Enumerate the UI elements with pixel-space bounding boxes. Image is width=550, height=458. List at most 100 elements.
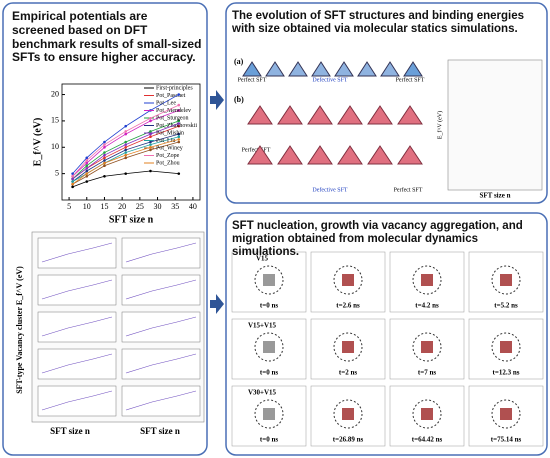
- point: [103, 164, 106, 168]
- legend-label: Pot_Mishin: [156, 130, 184, 136]
- subchart: [121, 311, 201, 343]
- legend-label: Pot_Zope: [156, 153, 180, 159]
- sft-icon: [380, 61, 400, 77]
- point: [177, 124, 181, 128]
- point: [124, 172, 127, 175]
- y-label: SFT-type Vacancy cluster E_f^V (eV): [15, 266, 24, 394]
- subchart-line: [41, 390, 113, 411]
- row-label: V15+V15: [248, 322, 277, 330]
- point: [177, 103, 181, 107]
- point: [177, 122, 181, 125]
- zoom-circle: [254, 332, 284, 362]
- x-tick-label: 40: [189, 202, 197, 211]
- legend-label: Pot_Liu: [156, 138, 175, 144]
- series-line: [72, 120, 179, 180]
- row-label: V15: [256, 255, 269, 263]
- sft-icon: [311, 61, 331, 77]
- point: [149, 169, 152, 173]
- x-tick-label: 5: [67, 202, 71, 211]
- panel-title: The evolution of SFT structures and bind…: [232, 10, 524, 36]
- sft-icon: [265, 61, 285, 77]
- y-tick-label: 10: [51, 142, 59, 151]
- point: [177, 119, 181, 123]
- point: [124, 145, 127, 149]
- time-label: t=12.3 ns: [493, 369, 520, 377]
- subchart: [37, 385, 117, 417]
- point: [177, 109, 181, 112]
- point: [124, 153, 127, 157]
- subchart: [121, 274, 201, 306]
- point: [103, 145, 106, 149]
- legend-label: Pot_Pascuet: [156, 93, 186, 99]
- x-tick-label: 15: [100, 202, 108, 211]
- series-line: [72, 94, 179, 174]
- legend-label: Pot_Sturgeon: [156, 115, 189, 121]
- point: [71, 174, 74, 178]
- cluster: [500, 341, 512, 353]
- point: [103, 159, 106, 162]
- x-label: SFT size n: [50, 426, 90, 436]
- point: [177, 140, 181, 144]
- cluster: [342, 274, 354, 286]
- subchart-line: [125, 390, 197, 411]
- sft-icon: [307, 145, 333, 165]
- label: Perfect SFT: [238, 76, 267, 83]
- sft-icon: [357, 61, 377, 77]
- cluster: [421, 274, 433, 286]
- subchart: [37, 237, 117, 269]
- point: [149, 116, 152, 120]
- series-line: [72, 141, 179, 185]
- panel-title: SFT nucleation, growth via vacancy aggre…: [232, 220, 523, 259]
- time-label: t=4.2 ns: [415, 302, 439, 310]
- time-label: t=5.2 ns: [494, 302, 518, 310]
- panel-left: [2, 2, 208, 456]
- sft-icon: [403, 61, 423, 77]
- time-label: t=2.6 ns: [336, 302, 360, 310]
- zoom-circle: [491, 332, 521, 362]
- cluster: [421, 408, 433, 420]
- point: [85, 172, 89, 175]
- time-label: t=0 ns: [260, 369, 278, 377]
- point: [149, 143, 152, 146]
- y-tick-label: 20: [51, 89, 59, 98]
- time-label: t=75.14 ns: [491, 436, 522, 444]
- subchart-line: [41, 242, 113, 263]
- sft-icon: [397, 105, 423, 125]
- point: [124, 156, 127, 160]
- subchart: [37, 348, 117, 380]
- legend-label: Pot_Zhakhovskii: [156, 123, 197, 129]
- label: Perfect SFT: [396, 76, 425, 83]
- subchart: [121, 237, 201, 269]
- zoom-circle: [491, 265, 521, 295]
- subchart-line: [41, 316, 113, 337]
- subchart-line: [125, 279, 197, 300]
- sft-icon: [247, 105, 273, 125]
- legend-label: First-principles: [156, 85, 193, 91]
- point: [103, 156, 106, 160]
- time-label: t=2 ns: [339, 369, 357, 377]
- zoom-circle: [333, 332, 363, 362]
- sft-icon: [242, 61, 262, 77]
- time-label: t=64.42 ns: [412, 436, 443, 444]
- point: [149, 119, 152, 123]
- x-tick-label: 35: [171, 202, 179, 211]
- point: [124, 143, 127, 146]
- label: Perfect SFT: [242, 146, 271, 153]
- point: [103, 140, 106, 144]
- time-label: t=7 ns: [418, 369, 436, 377]
- point: [85, 161, 89, 165]
- cluster: [500, 408, 512, 420]
- x-tick-label: 25: [136, 202, 144, 211]
- point: [177, 135, 181, 139]
- subchart: [121, 348, 201, 380]
- part-label: (b): [234, 95, 244, 104]
- part-label: (a): [234, 57, 244, 66]
- subchart: [37, 311, 117, 343]
- cluster: [342, 341, 354, 353]
- sft-icon: [247, 145, 273, 165]
- point: [85, 174, 89, 178]
- point: [124, 132, 127, 136]
- cluster: [263, 341, 275, 353]
- point: [103, 153, 106, 157]
